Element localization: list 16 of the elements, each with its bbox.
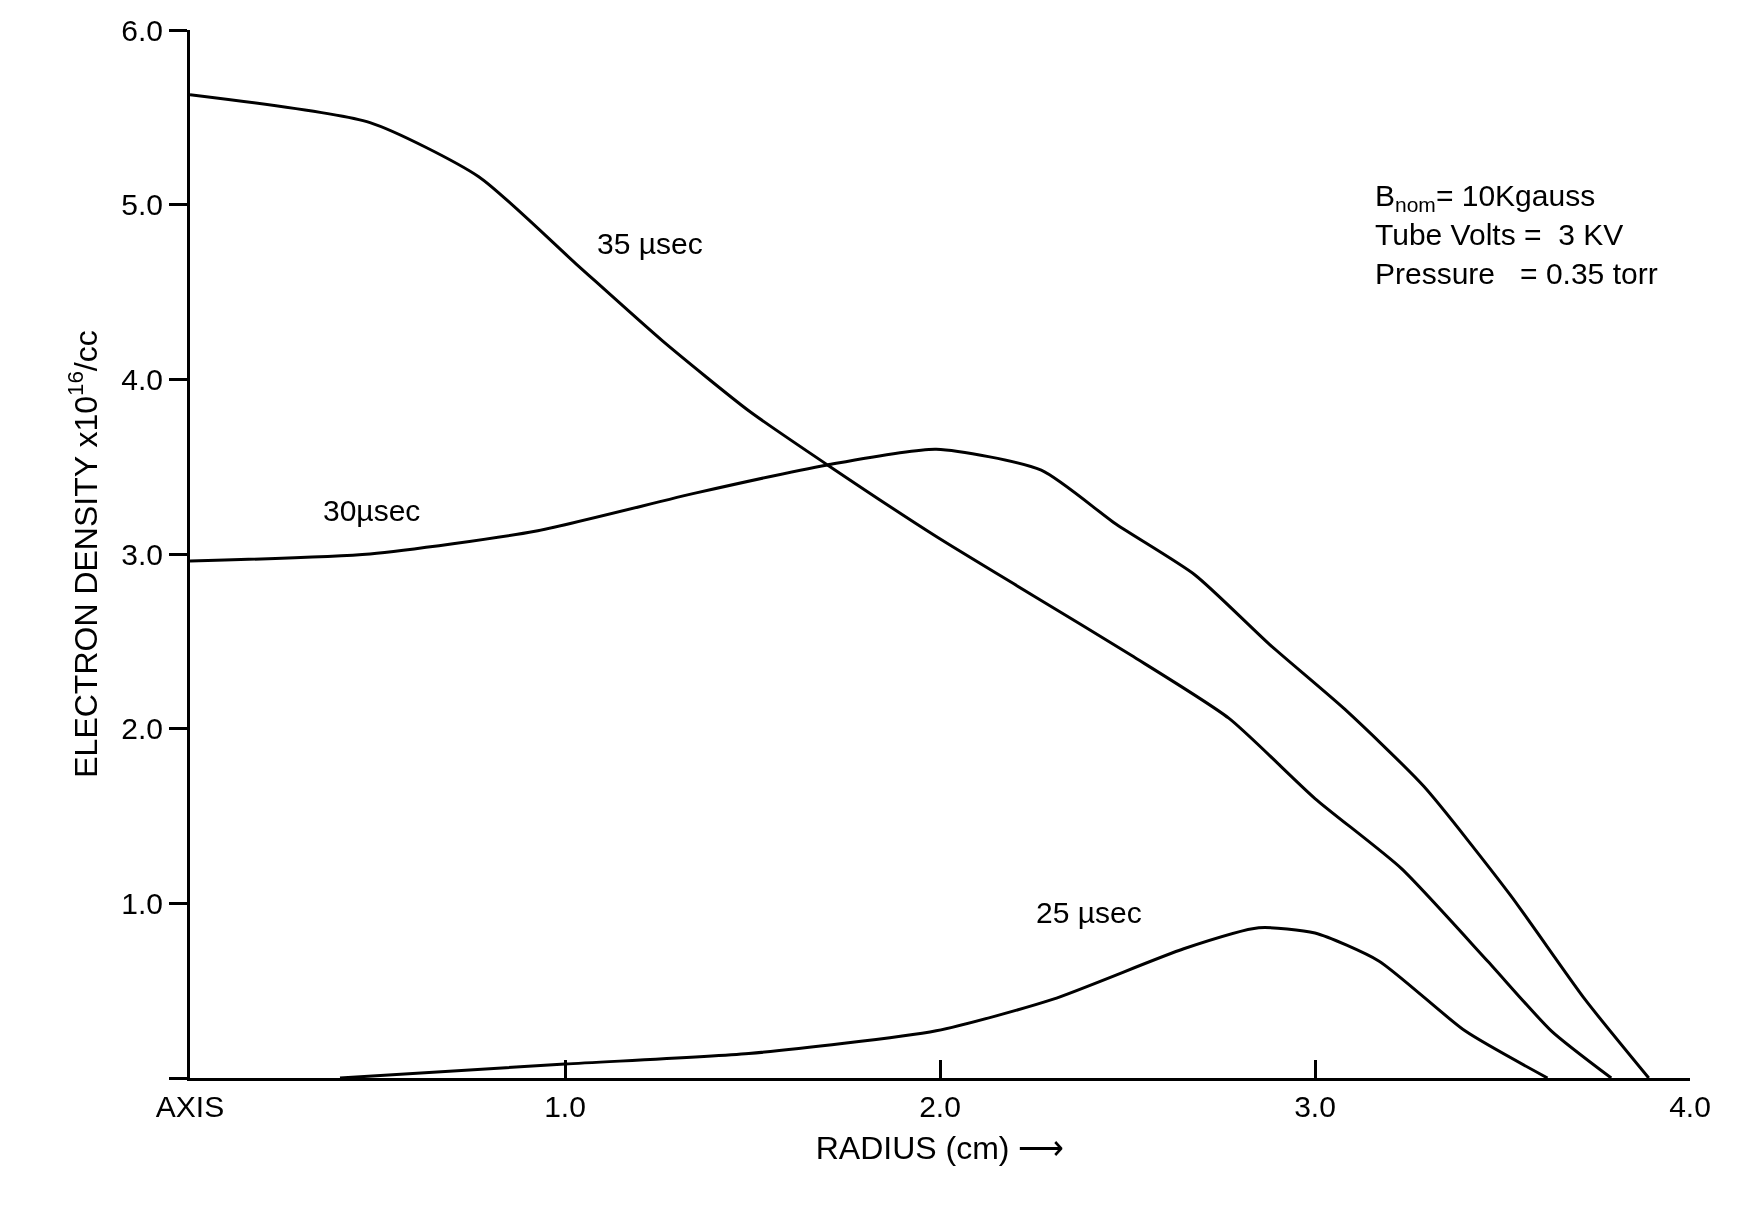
x-tick-label: 2.0 bbox=[919, 1090, 961, 1123]
x-tick-label: 3.0 bbox=[1294, 1090, 1336, 1123]
x-tick-label: 4.0 bbox=[1669, 1090, 1711, 1123]
y-tick-label: 3.0 bbox=[121, 537, 163, 571]
series-label: 35 µsec bbox=[597, 227, 703, 260]
x-axis-title: RADIUS (cm) ⟶ bbox=[815, 1129, 1065, 1166]
y-tick-label: 4.0 bbox=[121, 362, 163, 396]
x-tick-label: 1.0 bbox=[544, 1090, 586, 1123]
x-tick-label: AXIS bbox=[155, 1090, 225, 1123]
y-tick-label: 6.0 bbox=[121, 13, 163, 47]
y-tick-label: 2.0 bbox=[121, 712, 163, 746]
y-tick-label: 1.0 bbox=[121, 886, 163, 920]
annotation: B$_{nom}$= 10Kgauss Tube Volts = 3 KV Pressure = 0.35 torr bbox=[1375, 179, 1658, 290]
series-label: 30µsec bbox=[323, 494, 421, 527]
y-tick-label: 5.0 bbox=[121, 188, 163, 222]
series-label: 25 µsec bbox=[1036, 896, 1142, 929]
